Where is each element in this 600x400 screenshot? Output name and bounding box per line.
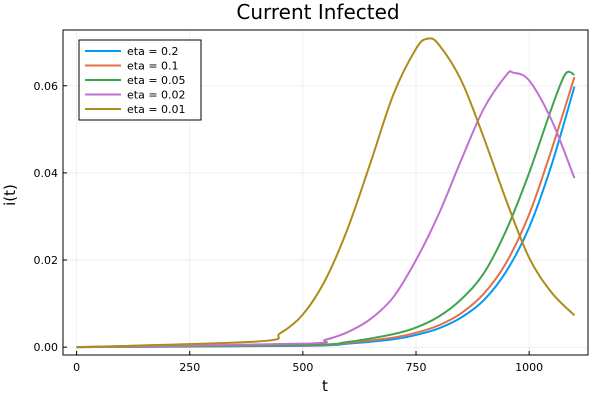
y-axis-label: i(t) bbox=[1, 184, 19, 206]
legend-label-1: eta = 0.2 bbox=[127, 45, 179, 58]
y-tick-label: 0.02 bbox=[34, 254, 59, 267]
legend-label-4: eta = 0.02 bbox=[127, 89, 186, 102]
series-line-1 bbox=[76, 86, 576, 349]
plot-frame bbox=[62, 29, 589, 356]
x-tick-label: 250 bbox=[179, 361, 200, 374]
x-tick-label: 500 bbox=[292, 361, 313, 374]
series-line-5 bbox=[76, 37, 576, 349]
axis-ticks: 0 250 500 750 1000 0.00 0.02 0.04 0.06 bbox=[34, 80, 544, 374]
legend-label-5: eta = 0.01 bbox=[127, 103, 186, 116]
series-layer bbox=[76, 37, 576, 349]
x-tick-label: 0 bbox=[73, 361, 80, 374]
x-tick-label: 750 bbox=[406, 361, 427, 374]
chart-title: Current Infected bbox=[236, 0, 399, 24]
y-tick-label: 0.04 bbox=[34, 167, 59, 180]
x-tick-label: 1000 bbox=[515, 361, 543, 374]
series-line-4 bbox=[76, 70, 576, 349]
legend-label-3: eta = 0.05 bbox=[127, 74, 186, 87]
y-tick-label: 0.00 bbox=[34, 341, 59, 354]
plot-area: 0 250 500 750 1000 0.00 0.02 0.04 0.06 bbox=[34, 29, 589, 374]
y-tick-label: 0.06 bbox=[34, 80, 59, 93]
x-axis-label: t bbox=[322, 377, 328, 395]
legend-label-2: eta = 0.1 bbox=[127, 60, 179, 73]
series-line-3 bbox=[76, 70, 575, 349]
